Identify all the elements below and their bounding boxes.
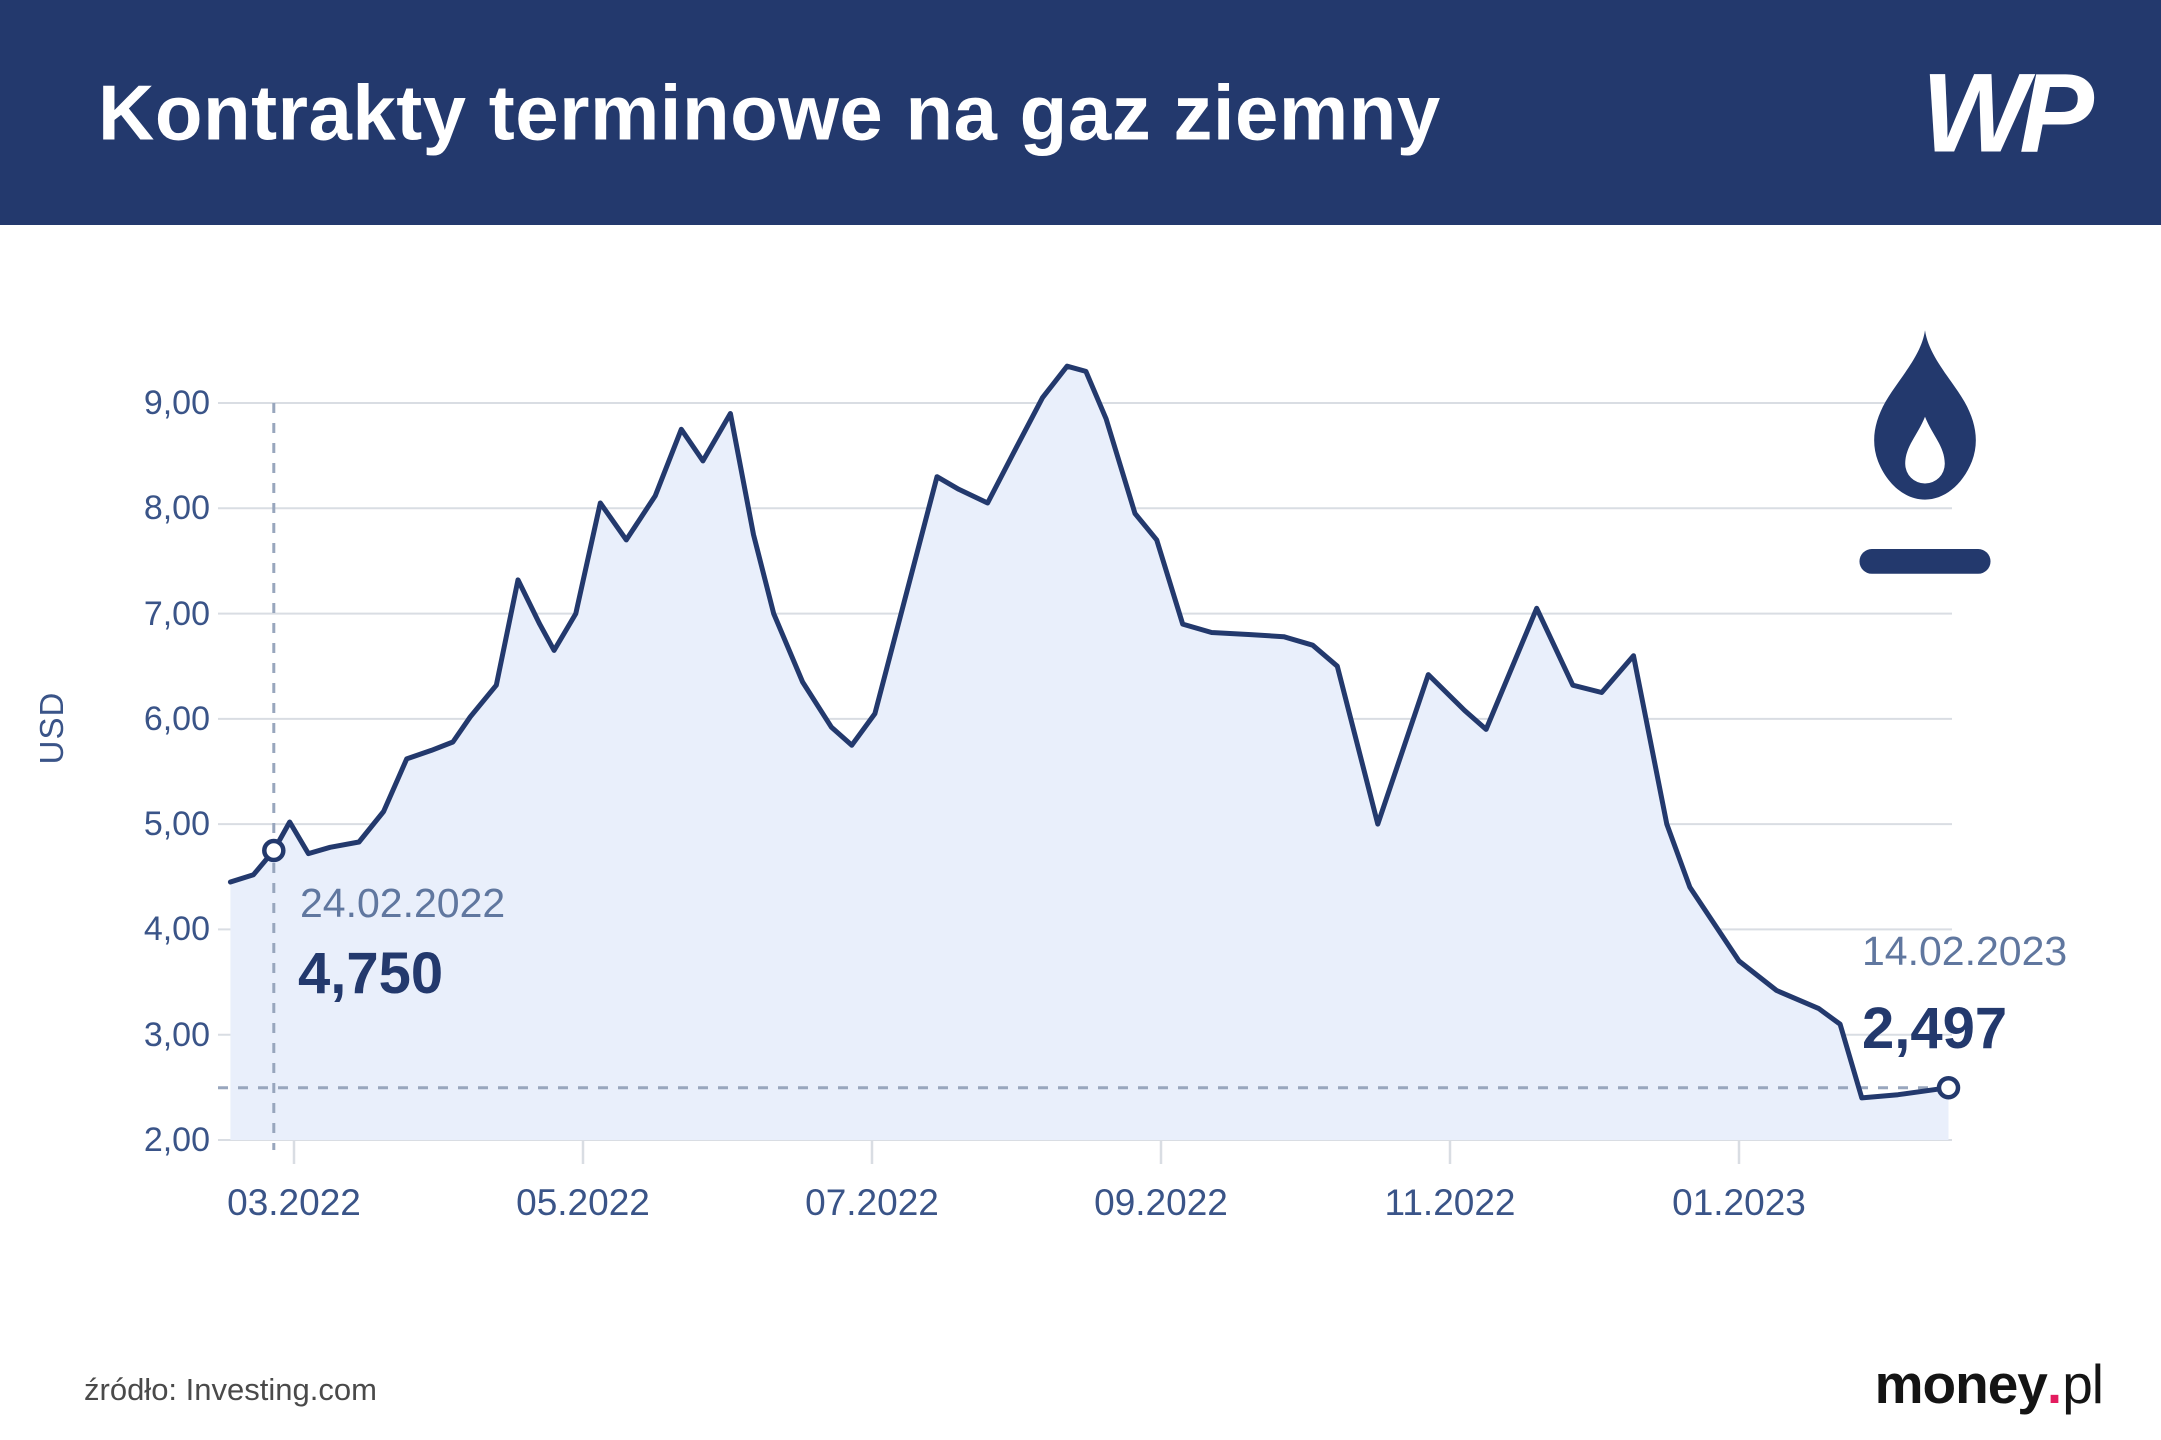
y-axis-tick-label: 5,00 [143,805,210,844]
annotation-start-value: 4,750 [298,941,444,1006]
y-axis-tick-label: 4,00 [143,910,210,949]
page-title: Kontrakty terminowe na gaz ziemny [98,68,1441,156]
annotation-start-date: 24.02.2022 [300,880,506,926]
moneypl-logo-name: money [1874,1353,2048,1415]
gas-flame-icon [1859,330,1991,574]
y-axis-tick-label: 2,00 [143,1121,210,1159]
x-axis-tick-label: 05.2022 [516,1182,650,1223]
source-credit: źródło: Investing.com [84,1372,377,1407]
moneypl-logo-tld: pl [2062,1353,2104,1415]
moneypl-logo-dot: . [2046,1353,2063,1415]
y-axis-title: USD [33,691,70,765]
annotation-end-value: 2,497 [1862,996,2008,1061]
x-axis-tick-label: 07.2022 [805,1182,939,1223]
x-axis-tick-label: 11.2022 [1384,1182,1516,1223]
wp-logo: WP [1921,50,2094,175]
y-axis-tick-label: 9,00 [143,384,210,422]
x-axis-tick-label: 09.2022 [1094,1182,1228,1223]
x-axis-tick-label: 03.2022 [227,1182,361,1223]
y-axis-tick-label: 7,00 [143,594,210,633]
moneypl-logo: money.pl [1874,1352,2104,1416]
x-axis-tick-label: 01.2023 [1672,1182,1806,1223]
header-bar: Kontrakty terminowe na gaz ziemny WP [0,0,2161,225]
y-axis-tick-label: 3,00 [143,1015,210,1054]
annotation-end-date: 14.02.2023 [1862,928,2068,974]
y-axis-tick-label: 6,00 [143,699,210,738]
y-axis-tick-label: 8,00 [143,489,210,528]
